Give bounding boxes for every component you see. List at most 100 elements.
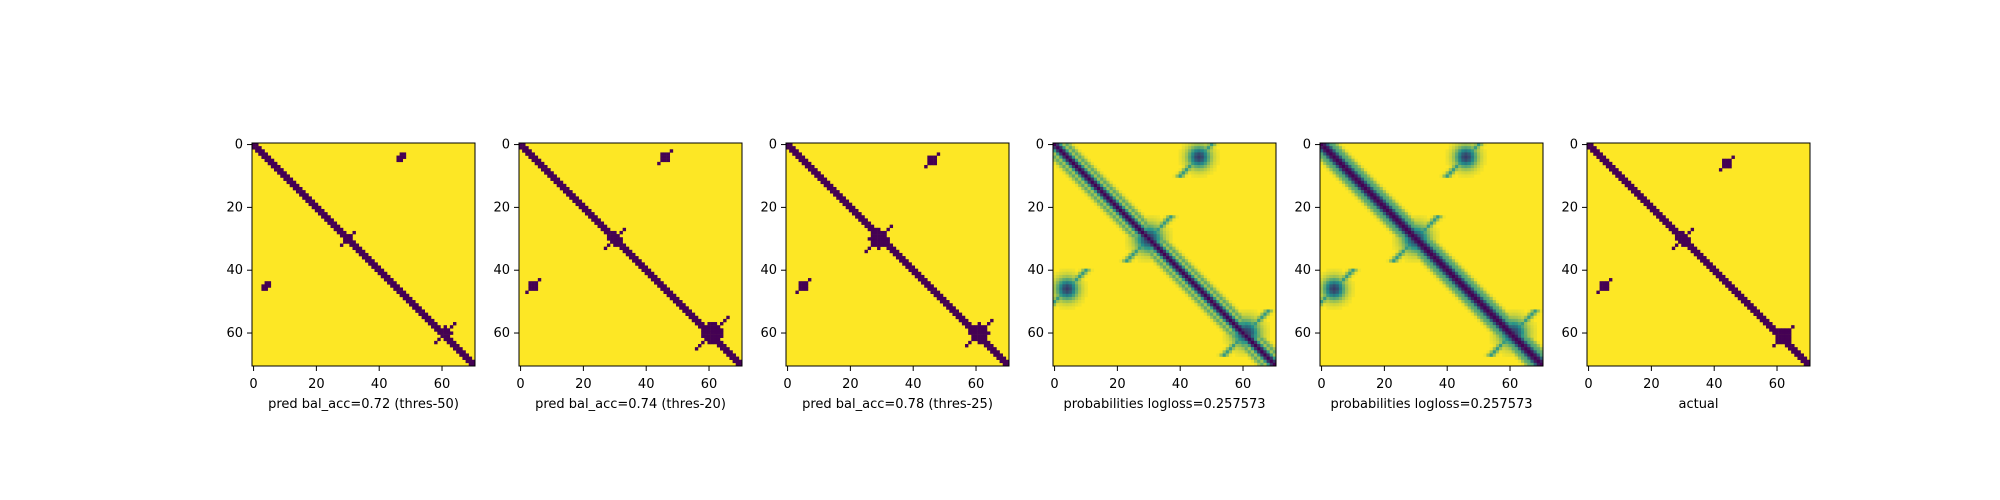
heatmap-cell bbox=[1784, 337, 1789, 342]
heatmap-cell bbox=[1065, 271, 1069, 276]
heatmap-cell bbox=[1329, 274, 1333, 279]
heatmap-cell bbox=[1191, 164, 1195, 169]
heatmap-cell bbox=[1053, 281, 1057, 285]
heatmap-cell bbox=[1153, 230, 1157, 235]
heatmap-cell bbox=[443, 334, 447, 338]
y-tick-label: 60 bbox=[1027, 326, 1044, 341]
heatmap-cell bbox=[1379, 212, 1384, 216]
heatmap-cell bbox=[597, 224, 601, 229]
heatmap-cell bbox=[1184, 278, 1189, 282]
heatmap-cell bbox=[1169, 252, 1173, 257]
heatmap-cell bbox=[911, 271, 916, 276]
heatmap-cell bbox=[1458, 171, 1462, 175]
heatmap-cell bbox=[1499, 322, 1503, 326]
heatmap-cell bbox=[1470, 161, 1475, 166]
heatmap-cell bbox=[1147, 227, 1151, 232]
heatmap-cell bbox=[1470, 152, 1475, 156]
heatmap-cell bbox=[597, 218, 601, 222]
heatmap-cell bbox=[1398, 215, 1402, 219]
heatmap-cell bbox=[1464, 155, 1468, 159]
heatmap-cell bbox=[1354, 271, 1358, 276]
heatmap-cell bbox=[616, 237, 620, 241]
heatmap-cell bbox=[1756, 315, 1760, 320]
heatmap-cell bbox=[1486, 306, 1490, 310]
heatmap-cell bbox=[1144, 256, 1148, 260]
heatmap-cell bbox=[1395, 249, 1399, 254]
heatmap-cell bbox=[1656, 215, 1660, 219]
panel-xlabel: pred bal_acc=0.78 (thres-25) bbox=[802, 397, 993, 412]
heatmap-cell bbox=[456, 350, 460, 354]
heatmap-cell bbox=[971, 337, 975, 342]
heatmap-cell bbox=[1140, 237, 1145, 241]
heatmap-cell bbox=[1511, 315, 1515, 320]
heatmap-cell bbox=[1203, 290, 1208, 295]
heatmap-cell bbox=[1483, 143, 1487, 147]
y-tick-label: 60 bbox=[1561, 326, 1578, 341]
heatmap-cell bbox=[1335, 143, 1340, 147]
heatmap-cell bbox=[1464, 274, 1468, 279]
heatmap-cell bbox=[1323, 284, 1327, 288]
heatmap-cell bbox=[1062, 274, 1066, 279]
heatmap-cell bbox=[1122, 199, 1126, 203]
heatmap-cell bbox=[383, 271, 388, 276]
heatmap-cell bbox=[1524, 322, 1528, 326]
heatmap-cell bbox=[1524, 328, 1528, 332]
heatmap-cell bbox=[1442, 215, 1446, 219]
heatmap-cell bbox=[1461, 161, 1465, 166]
heatmap-cell bbox=[1084, 155, 1088, 159]
heatmap-cell bbox=[864, 249, 868, 254]
heatmap-cell bbox=[1266, 356, 1270, 360]
heatmap-cell bbox=[572, 196, 576, 200]
heatmap-cell bbox=[886, 240, 890, 244]
heatmap-cell bbox=[1411, 256, 1415, 260]
heatmap-cell bbox=[1602, 284, 1607, 288]
heatmap-cell bbox=[1480, 158, 1484, 163]
heatmap-cell bbox=[1734, 293, 1739, 298]
heatmap-cell bbox=[1238, 334, 1242, 338]
heatmap-cell bbox=[1489, 325, 1493, 329]
heatmap-cell bbox=[1078, 161, 1082, 166]
heatmap-cell bbox=[1191, 143, 1195, 147]
heatmap-cell bbox=[1448, 278, 1453, 282]
heatmap-cell bbox=[1137, 249, 1142, 254]
heatmap-cell bbox=[861, 218, 865, 222]
heatmap-cell bbox=[1392, 230, 1396, 235]
heatmap-cell bbox=[1398, 240, 1402, 244]
heatmap-cell bbox=[1483, 293, 1487, 298]
heatmap-cell bbox=[1461, 290, 1465, 295]
heatmap-cell bbox=[1103, 205, 1107, 210]
heatmap-cell bbox=[1059, 268, 1063, 273]
heatmap-cell bbox=[1395, 243, 1399, 247]
heatmap-cell bbox=[1216, 158, 1220, 163]
heatmap-cell bbox=[1341, 281, 1346, 285]
heatmap-cell bbox=[801, 287, 806, 291]
heatmap-cell bbox=[333, 221, 338, 225]
heatmap-cell bbox=[1081, 290, 1085, 295]
heatmap-cell bbox=[1184, 293, 1189, 298]
heatmap-cell bbox=[1100, 190, 1104, 194]
heatmap-cell bbox=[1188, 265, 1192, 269]
heatmap-cell bbox=[1329, 152, 1333, 156]
heatmap-cell bbox=[1216, 293, 1220, 298]
heatmap-cell bbox=[1109, 218, 1113, 222]
heatmap-cell bbox=[1681, 243, 1685, 247]
heatmap-cell bbox=[990, 344, 994, 348]
heatmap-cell bbox=[1188, 293, 1192, 298]
heatmap-cell bbox=[933, 155, 938, 159]
heatmap-cell bbox=[965, 344, 969, 348]
heatmap-cell bbox=[804, 284, 809, 288]
heatmap-cell bbox=[1502, 309, 1506, 313]
heatmap-cell bbox=[1363, 186, 1368, 191]
heatmap-cell bbox=[952, 306, 956, 310]
heatmap-cell bbox=[1338, 287, 1343, 291]
heatmap-cell bbox=[1181, 158, 1186, 163]
heatmap-cell bbox=[1210, 281, 1214, 285]
heatmap-cell bbox=[1175, 274, 1179, 279]
heatmap-cell bbox=[1166, 221, 1170, 225]
heatmap-cell bbox=[1194, 303, 1198, 307]
heatmap-cell bbox=[1181, 149, 1186, 153]
heatmap-cell bbox=[1250, 350, 1255, 354]
heatmap-cell bbox=[427, 318, 432, 323]
heatmap-cell bbox=[1260, 331, 1264, 335]
heatmap-cell bbox=[1455, 262, 1459, 266]
